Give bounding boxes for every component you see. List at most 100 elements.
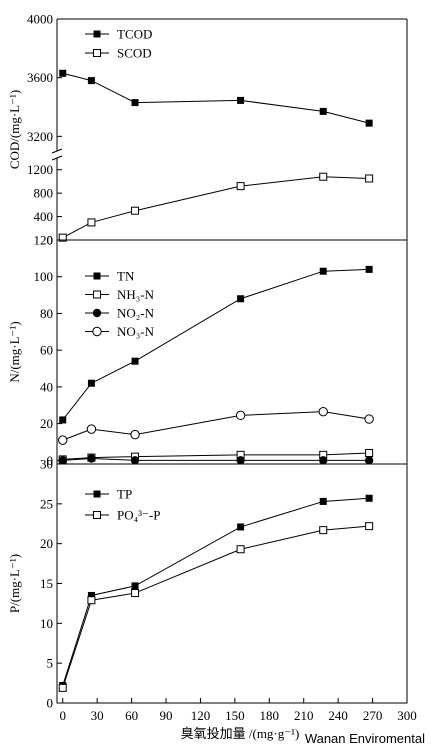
nitrogen-panel: 0 20 40 60 80 100 120 N/(mg·L⁻¹) TN NH₃-N NO₂-N NO₃… (7, 233, 408, 468)
point-marker-legend-2 (92, 308, 102, 318)
point-marker-legend-0 (93, 30, 101, 38)
point-marker-5 (364, 414, 374, 424)
series-n-2 (58, 454, 374, 465)
legend-label: NO₃-N (117, 324, 155, 339)
x-tick-label: 180 (260, 708, 280, 723)
axis-break-mark (51, 148, 63, 154)
point-marker-4 (319, 497, 327, 505)
point-marker-5 (365, 119, 373, 127)
x-axis-label: 臭氧投加量 /(mg·g⁻¹) (181, 726, 300, 741)
point-marker-1 (87, 77, 95, 85)
point-marker-5 (365, 522, 374, 531)
point-marker-4 (319, 456, 328, 465)
y-tick-label: 4000 (27, 12, 53, 27)
y-tick-label: 25 (40, 496, 53, 511)
panel-frame (56, 463, 408, 704)
phosphorus-panel: 0 5 10 15 20 25 30 P/(mg·L⁻¹) TP PO₄³⁻-P (7, 457, 408, 711)
point-marker-4 (319, 526, 328, 535)
point-marker-1 (87, 454, 96, 463)
y-axis-label: N/(mg·L⁻¹) (7, 321, 22, 382)
point-marker-0 (58, 435, 68, 445)
y-tick-label: 15 (40, 576, 53, 591)
panel-frame (56, 239, 408, 465)
y-tick-label: 20 (40, 416, 53, 431)
point-marker-2 (131, 206, 140, 215)
series-line (62, 411, 370, 441)
point-marker-3 (236, 182, 245, 191)
y-tick-label: 5 (47, 656, 54, 671)
series-line (62, 268, 370, 421)
legend-label: SCOD (117, 46, 152, 61)
legend-label: TP (117, 487, 132, 502)
point-marker-3 (236, 456, 245, 465)
point-marker-3 (237, 96, 245, 104)
point-marker-0 (58, 456, 67, 465)
point-marker-2 (131, 582, 139, 590)
point-marker-2 (130, 456, 140, 465)
y-tick-label: 800 (34, 186, 54, 201)
y-tick-label: 20 (40, 536, 53, 551)
point-marker-5 (365, 174, 374, 183)
point-marker-4 (318, 406, 328, 417)
point-marker-0 (59, 69, 67, 77)
y-tick-label: 0 (47, 233, 54, 248)
series-line (62, 525, 370, 689)
point-marker-1 (87, 218, 96, 227)
x-axis: 0 30 60 90 120 150 180 210 240 270 300 (59, 698, 417, 723)
legend-label: NO₂-N (117, 306, 155, 321)
series-line (62, 176, 370, 239)
x-tick-label: 150 (225, 708, 245, 723)
point-marker-2 (131, 589, 140, 598)
point-marker-4 (319, 107, 327, 115)
point-marker-1 (87, 591, 95, 599)
point-marker-4 (319, 267, 327, 275)
series-n-3 (58, 406, 374, 445)
series-line (62, 72, 370, 124)
point-marker-3 (235, 410, 246, 421)
legend-label: NH₃-N (117, 287, 155, 302)
y-tick-label: 400 (34, 209, 54, 224)
y-tick-label: 30 (40, 457, 53, 472)
x-tick-label: 30 (91, 708, 104, 723)
legend-label: PO₄³⁻-P (117, 508, 160, 523)
point-marker-3 (237, 523, 245, 531)
point-marker-2 (130, 429, 140, 440)
y-tick-label: 40 (40, 379, 53, 394)
series-tcod (59, 69, 373, 127)
series-line (62, 452, 370, 460)
point-marker-1 (86, 424, 97, 434)
point-marker-5 (364, 456, 374, 465)
series-p-0 (59, 494, 373, 689)
series-n-0 (59, 265, 373, 424)
point-marker-5 (365, 448, 374, 457)
axis-break-mark (51, 155, 63, 161)
x-tick-label: 120 (191, 708, 211, 723)
y-tick-label: 120 (34, 233, 54, 248)
point-marker-5 (365, 494, 373, 502)
y-tick-label: 3200 (27, 129, 53, 144)
y-tick-label: 10 (40, 616, 53, 631)
x-tick-label: 270 (363, 708, 383, 723)
point-marker-2 (131, 99, 139, 107)
point-marker-1 (87, 596, 96, 605)
y-tick-label: 100 (34, 269, 54, 284)
series-line (62, 457, 370, 461)
watermark-text: Wanan Enviromental (305, 731, 425, 746)
series-scod (58, 172, 374, 242)
point-marker-legend-1 (93, 290, 101, 299)
y-tick-label: 1200 (27, 162, 53, 177)
point-marker-3 (236, 545, 245, 554)
point-marker-legend-3 (92, 326, 102, 337)
series-line (62, 497, 370, 686)
y-axis-label: COD/(mg·L⁻¹) (7, 90, 22, 169)
y-axis-label: P/(mg·L⁻¹) (7, 554, 22, 613)
legend-label: TN (117, 269, 135, 284)
point-marker-4 (319, 172, 328, 181)
y-tick-label: 60 (40, 343, 53, 358)
point-marker-0 (58, 233, 67, 242)
point-marker-0 (58, 683, 67, 692)
point-marker-legend-1 (93, 511, 101, 519)
y-tick-label: 80 (40, 306, 53, 321)
x-tick-label: 240 (328, 708, 348, 723)
